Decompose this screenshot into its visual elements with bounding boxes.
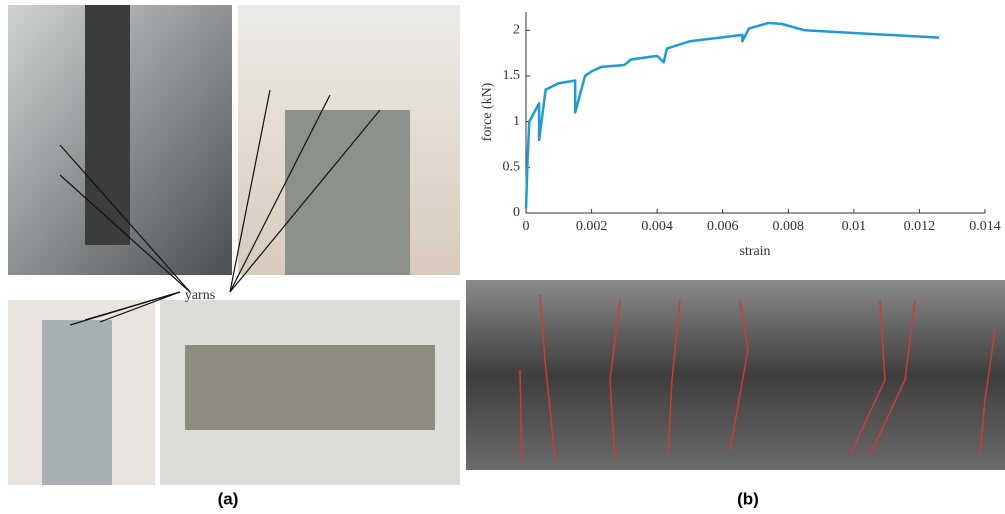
x-tick-label: 0.004 [641,219,673,234]
y-tick-label: 1 [513,114,520,129]
line-series [526,23,939,208]
yarns-label: yarns [185,288,215,303]
column [285,110,410,275]
wall [185,345,435,430]
x-tick-label: 0 [523,219,530,234]
x-tick-label: 0.008 [773,219,805,234]
x-tick-label: 0.014 [969,219,1001,234]
panel-label: (b) [737,489,759,508]
y-tick-label: 0.5 [503,160,521,175]
panel-label: (a) [218,489,239,508]
figure: yarns (a) (b) strain force (kN) 0 0.002 0.… [0,0,1005,514]
x-tick-label: 0.006 [707,219,739,234]
y-tick-label: 1.5 [503,68,521,83]
small-column [42,320,112,485]
y-tick-label: 2 [513,22,520,37]
y-axis-label: force (kN) [480,82,495,141]
nozzle [85,5,130,245]
x-tick-label: 0.01 [842,219,867,234]
x-axis-label: strain [739,244,770,259]
axes [526,12,985,213]
y-tick-label: 0 [513,205,520,220]
x-tick-label: 0.002 [576,219,608,234]
x-tick-label: 0.012 [904,219,936,234]
